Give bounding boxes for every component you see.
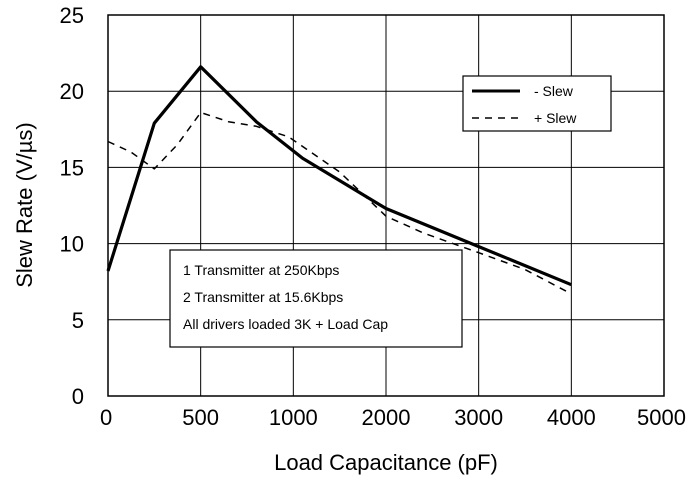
x-tick-label: 3000 [454,405,503,430]
y-tick-label: 20 [60,79,84,104]
x-axis-label: Load Capacitance (pF) [274,450,498,475]
x-tick-label: 5000 [637,405,686,430]
y-axis-label: Slew Rate (V/µs) [12,122,37,288]
series-plus-slew-line [107,111,572,295]
y-tick-labels: 0 5 10 15 20 25 [60,3,84,409]
y-tick-label: 25 [60,3,84,28]
x-tick-labels: 0 500 1000 2000 3000 4000 5000 [100,405,686,430]
plot-frame [107,14,665,397]
series-layer [106,65,572,295]
legend: - Slew + Slew [462,75,612,132]
annotation-line-2: 2 Transmitter at 15.6Kbps [183,289,343,305]
annotation-line-1: 1 Transmitter at 250Kbps [183,262,339,278]
legend-plus-slew: + Slew [534,110,577,126]
series-minus-slew-line [106,65,572,287]
y-tick-label: 10 [60,232,84,257]
annotation-frame [169,249,463,348]
y-tick-label: 15 [60,155,84,180]
y-tick-label: 0 [72,384,84,409]
x-tick-label: 4000 [547,405,596,430]
legend-box [462,75,612,132]
x-tick-label: 500 [182,405,219,430]
annotation-line-3: All drivers loaded 3K + Load Cap [183,316,388,332]
x-tick-label: 1000 [269,405,318,430]
x-tick-label: 0 [100,405,112,430]
annotation-box: 1 Transmitter at 250Kbps 2 Transmitter a… [169,249,463,348]
y-tick-label: 5 [72,308,84,333]
legend-minus-slew: - Slew [534,83,574,99]
x-tick-label: 2000 [362,405,411,430]
